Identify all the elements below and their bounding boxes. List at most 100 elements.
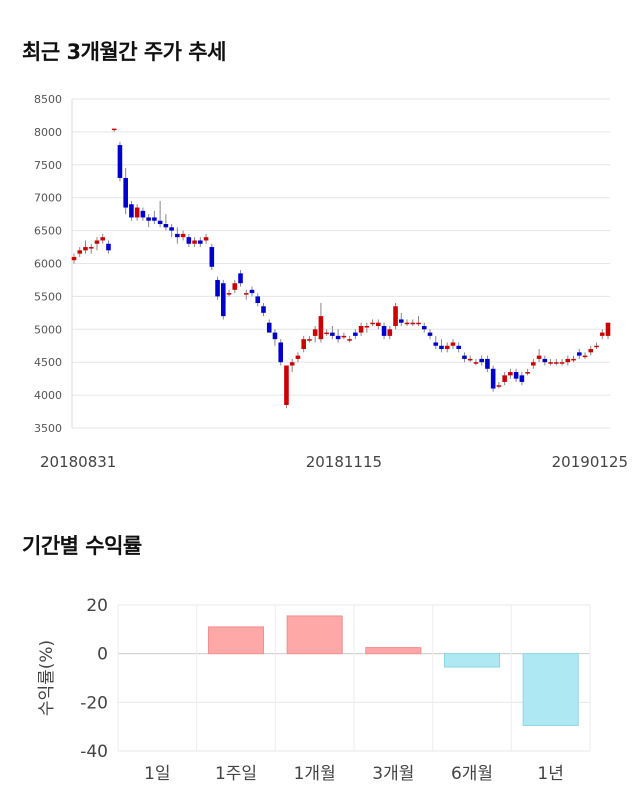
candle-body (83, 247, 88, 251)
candle-body (266, 322, 272, 333)
candle-body (605, 322, 611, 336)
y-tick-label: 5000 (34, 323, 62, 336)
candle-body (548, 362, 553, 364)
x-tick-label: 6개월 (451, 764, 493, 784)
y-tick-label: 8000 (34, 126, 62, 139)
candle-body (473, 362, 479, 364)
candle-body (599, 332, 605, 336)
candle-body (180, 233, 186, 238)
candle-body (129, 204, 134, 218)
candle-body (249, 289, 255, 294)
candle-body (117, 145, 123, 178)
candle-body (462, 355, 467, 359)
candle-body (542, 358, 548, 363)
candle-body (427, 332, 433, 336)
candle-body (496, 385, 502, 387)
return-bar (443, 653, 501, 668)
y-tick-label: -20 (80, 693, 108, 713)
candle-body (554, 362, 559, 364)
candle-body (152, 217, 157, 221)
y-tick-label: 0 (97, 645, 108, 665)
candle-body (531, 362, 536, 366)
candle-body (410, 322, 416, 325)
candle-body (272, 332, 278, 340)
candle-body (416, 322, 421, 325)
y-tick-label: 5500 (34, 290, 62, 303)
candle-body (307, 339, 312, 341)
candle-body (347, 339, 352, 341)
candle-body (106, 243, 111, 251)
candle-body (358, 326, 364, 333)
returns-chart-title: 기간별 수익률 (22, 534, 142, 558)
candle-body (479, 358, 484, 363)
candle-body (295, 355, 301, 359)
candle-body (186, 237, 192, 244)
candle-body (192, 240, 197, 244)
y-tick-label: 8500 (34, 93, 62, 106)
candle-body (404, 322, 410, 325)
y-tick-label: 7000 (34, 192, 62, 205)
candle-body (393, 306, 398, 327)
candle-body (571, 358, 576, 361)
candle-body (123, 177, 128, 208)
x-tick-label: 1년 (537, 764, 563, 784)
candle-body (513, 372, 519, 379)
x-tick-label: 20180831 (40, 453, 116, 471)
return-bar (522, 653, 579, 726)
candle-body (261, 306, 266, 313)
y-tick-label: 4000 (34, 389, 62, 402)
candle-body (175, 233, 180, 238)
x-tick-label: 1개월 (294, 764, 336, 784)
x-tick-label: 3개월 (372, 764, 414, 784)
candle-body (559, 362, 565, 364)
candle-body (525, 372, 530, 374)
y-tick-label: 20 (86, 596, 108, 616)
candle-body (226, 293, 232, 295)
y-tick-label: 6000 (34, 258, 62, 271)
return-bar (286, 615, 343, 655)
candle-body (565, 358, 571, 363)
candle-body (94, 240, 100, 244)
candle-body (88, 247, 94, 249)
candle-body (456, 345, 462, 350)
candle-body (433, 342, 439, 346)
candle-body (157, 220, 163, 225)
candle-body (364, 326, 370, 328)
x-tick-label: 1주일 (215, 764, 257, 784)
candle-body (324, 332, 329, 335)
candle-body (255, 296, 261, 303)
candle-body (450, 342, 456, 346)
candle-body (485, 358, 490, 369)
y-tick-label: -40 (80, 742, 108, 762)
candle-body (198, 240, 203, 244)
candle-body (387, 329, 393, 336)
candle-body (146, 217, 151, 221)
candle-body (490, 368, 496, 389)
candle-body (582, 355, 588, 358)
candle-body (278, 342, 284, 363)
y-axis-label: 수익률(%) (37, 640, 57, 716)
y-tick-label: 7500 (34, 159, 62, 172)
candle-body (370, 322, 375, 325)
return-bar (207, 626, 265, 655)
candle-body (238, 273, 243, 284)
candle-body (381, 326, 387, 336)
candle-body (421, 326, 427, 330)
candle-body (284, 365, 289, 405)
candle-body (77, 250, 83, 254)
candle-body (536, 355, 542, 359)
candle-body (301, 339, 306, 350)
price-trend-chart: 3500 4000 4500 5000 5500 6000 6500 7000 7500 8000… (34, 93, 628, 471)
x-tick-label: 1일 (144, 764, 170, 784)
candle-body (588, 349, 594, 353)
candle-body (203, 237, 209, 241)
candle-body (341, 335, 347, 338)
x-tick-label: 20181115 (306, 453, 382, 471)
x-tick-label: 20190125 (552, 453, 628, 471)
candle-body (289, 362, 295, 366)
y-tick-label: 3500 (34, 422, 62, 435)
candle-body (502, 375, 507, 382)
candle-body (134, 207, 140, 218)
candle-body (376, 322, 381, 327)
